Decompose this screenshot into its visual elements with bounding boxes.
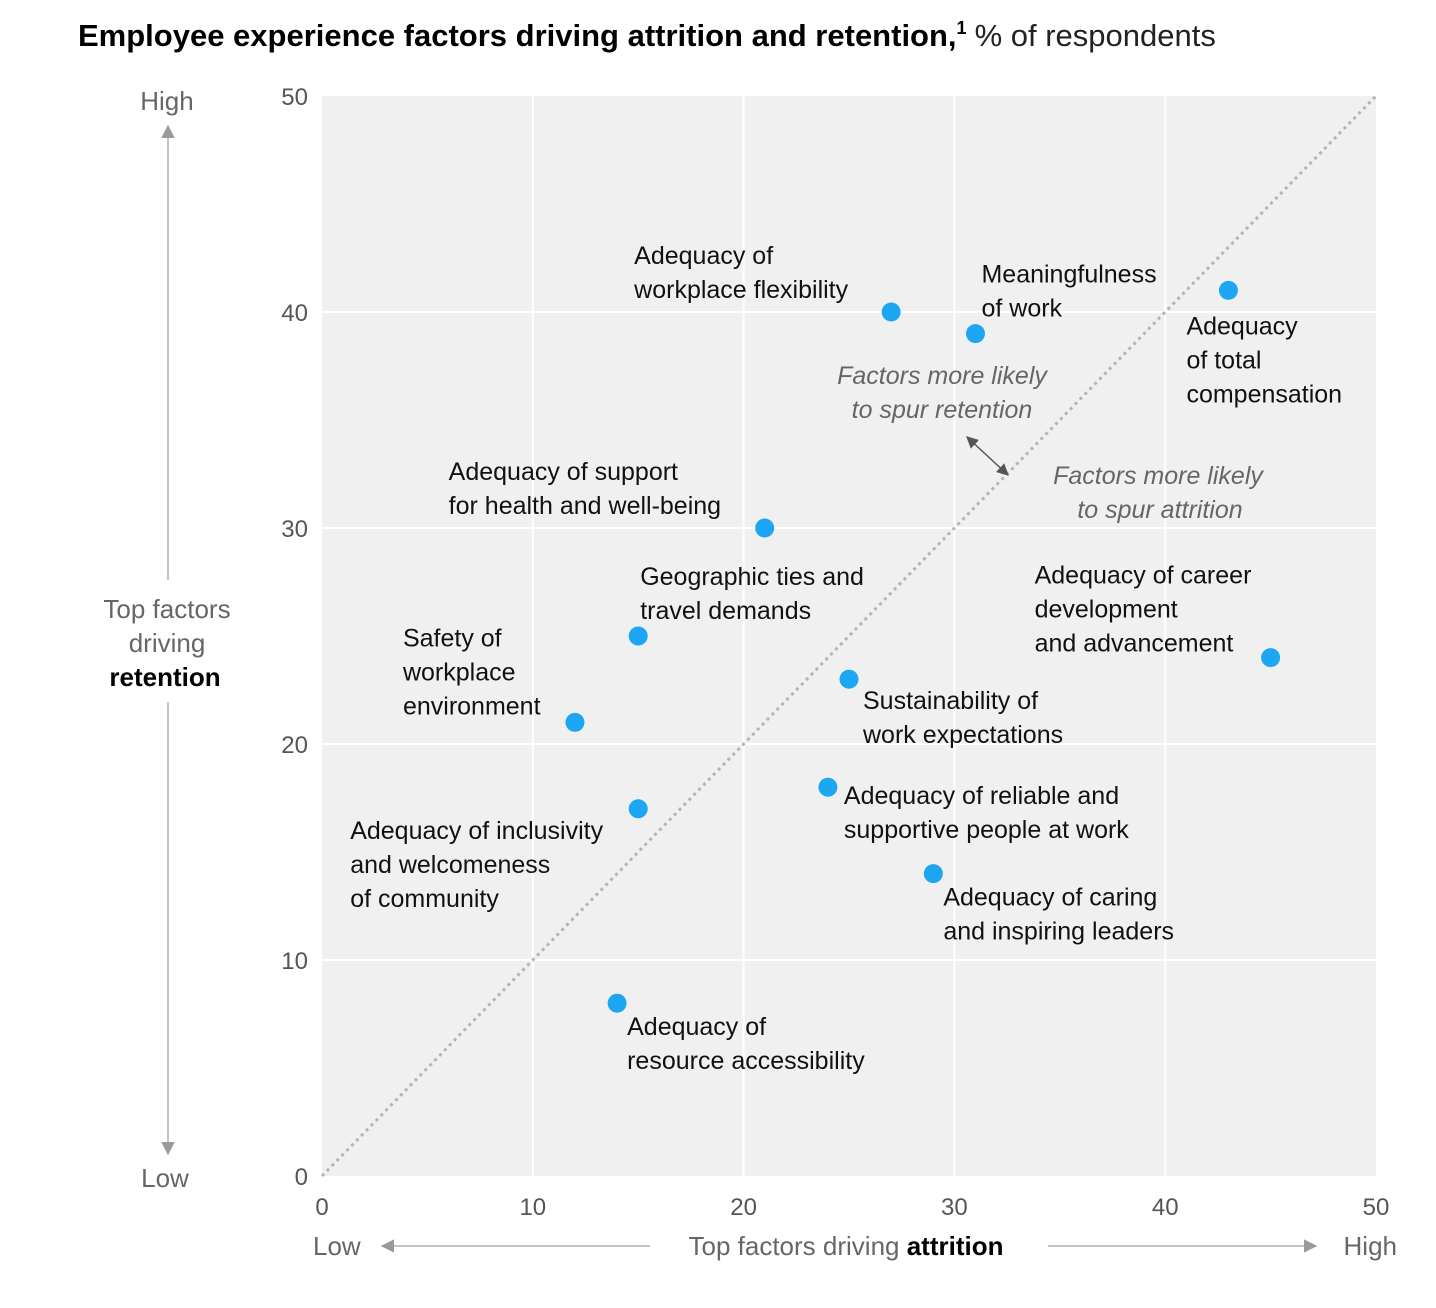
point-label-line: of work [981, 295, 1062, 323]
point-label-line: supportive people at work [844, 816, 1129, 844]
x-tick-label: 30 [941, 1194, 968, 1221]
point-label-line: compensation [1186, 380, 1342, 408]
point-label-line: and inspiring leaders [943, 918, 1174, 946]
point-label: Adequacy of support for health and well-b… [449, 458, 721, 520]
x-tick-label: 50 [1363, 1194, 1390, 1221]
plot-area [322, 96, 1376, 1176]
point-label-line: workplace [402, 658, 516, 686]
point-label: Adequacy of inclusivity and welcomeness of… [350, 817, 603, 913]
x-axis-label: Low Top factors driving attrition High [313, 1231, 1397, 1261]
y-axis-label: High Top factors driving retention Low [103, 86, 230, 1193]
data-point [1261, 648, 1281, 668]
point-label: Adequacy of reliable and supportive peopl… [844, 782, 1129, 844]
point-label-line: Sustainability of [863, 687, 1038, 715]
y-label-line-1: Top factors [103, 594, 230, 624]
x-tick-label: 10 [519, 1194, 546, 1221]
y-low-label: Low [141, 1163, 189, 1193]
data-point [755, 518, 775, 538]
point-label-line: travel demands [640, 597, 811, 625]
x-tick-label: 0 [315, 1194, 328, 1221]
data-point [818, 777, 838, 797]
y-tick-label: 10 [281, 948, 308, 975]
point-label-line: of total [1186, 346, 1261, 374]
point-label: Adequacy of career development and advance… [1035, 562, 1252, 658]
data-point [628, 626, 648, 646]
retention-note-line-2: to spur retention [852, 396, 1033, 424]
point-label-line: resource accessibility [627, 1047, 865, 1075]
point-label-line: Adequacy of [634, 242, 773, 270]
x-label-bold: attrition [907, 1231, 1004, 1261]
point-label-line: Adequacy of support [449, 458, 678, 486]
point-label: Safety of workplace environment [402, 624, 541, 720]
data-point [923, 864, 943, 884]
point-label-line: work expectations [862, 721, 1063, 749]
retention-note-line-1: Factors more likely [837, 362, 1048, 390]
x-low-label: Low [313, 1231, 361, 1261]
data-point [565, 712, 585, 732]
point-label-line: Adequacy of [627, 1013, 766, 1041]
data-point [607, 993, 627, 1013]
point-labels: Adequacy of workplace flexibility Meaningf… [350, 242, 1342, 1075]
y-high-label: High [140, 86, 193, 116]
attrition-note-line-2: to spur attrition [1077, 496, 1242, 524]
y-tick-label: 20 [281, 732, 308, 759]
point-label-line: workplace flexibility [633, 276, 848, 304]
point-label-line: Adequacy [1186, 312, 1298, 340]
point-label-line: Adequacy of caring [943, 884, 1157, 912]
y-tick-label: 0 [295, 1164, 308, 1191]
y-tick-label: 40 [281, 300, 308, 327]
point-label: Adequacy of total compensation [1186, 312, 1342, 408]
point-label-line: for health and well-being [449, 492, 721, 520]
gridlines [322, 96, 1376, 1176]
data-point [965, 324, 985, 344]
x-tick-label: 40 [1152, 1194, 1179, 1221]
tick-labels: 0 10 20 30 40 50 0 10 20 30 40 50 [281, 84, 1389, 1221]
point-label: Sustainability of work expectations [862, 687, 1063, 749]
point-label-line: Adequacy of career [1035, 562, 1252, 590]
point-label-line: Safety of [403, 624, 502, 652]
data-point [881, 302, 901, 322]
point-label: Adequacy of resource accessibility [627, 1013, 865, 1075]
annotation-double-arrow [966, 436, 1009, 476]
y-tick-label: 30 [281, 516, 308, 543]
x-axis-title: Top factors driving attrition [689, 1231, 1004, 1261]
point-label-line: Adequacy of reliable and [844, 782, 1119, 810]
attrition-note-line-1: Factors more likely [1053, 462, 1264, 490]
point-label: Adequacy of caring and inspiring leaders [943, 884, 1174, 946]
point-label: Adequacy of workplace flexibility [633, 242, 848, 304]
y-tick-label: 50 [281, 84, 308, 111]
point-label-line: environment [403, 692, 541, 720]
x-label-prefix: Top factors driving [689, 1231, 907, 1261]
data-point [1218, 280, 1238, 300]
chart-title-line: Employee experience factors driving attr… [78, 18, 1216, 53]
point-label-line: development [1035, 596, 1178, 624]
chart-subtitle: % of respondents [975, 18, 1216, 53]
title-footnote: 1 [957, 18, 967, 38]
data-point [628, 799, 648, 819]
point-label-line: and advancement [1035, 630, 1234, 658]
y-label-line-2: driving [129, 628, 206, 658]
point-label-line: of community [350, 885, 499, 913]
point-label: Geographic ties and travel demands [640, 563, 864, 625]
point-label-line: Geographic ties and [640, 563, 864, 591]
point-label-line: Adequacy of inclusivity [350, 817, 603, 845]
chart-title: Employee experience factors driving attr… [78, 18, 957, 53]
y-label-bold: retention [109, 662, 220, 692]
point-label-line: Meaningfulness [981, 261, 1156, 289]
x-tick-label: 20 [730, 1194, 757, 1221]
point-label: Meaningfulness of work [981, 261, 1156, 323]
data-point [839, 669, 859, 689]
x-high-label: High [1344, 1231, 1397, 1261]
point-label-line: and welcomeness [350, 851, 550, 879]
data-points [565, 280, 1281, 1013]
region-annotations: Factors more likely to spur retention Fa… [837, 362, 1264, 524]
